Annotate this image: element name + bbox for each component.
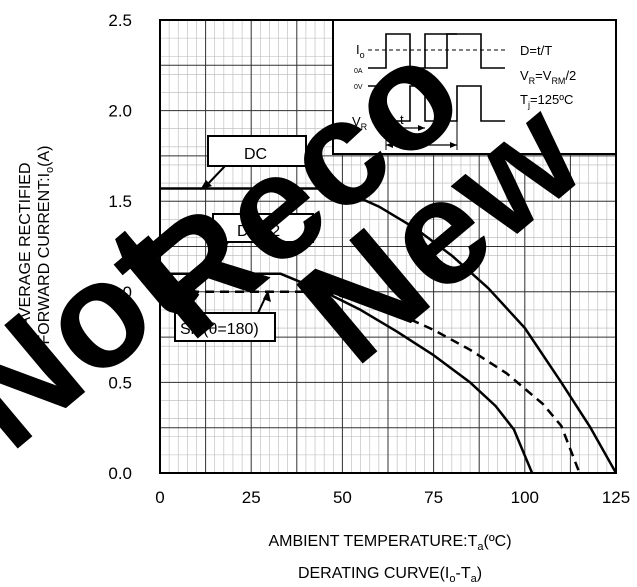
inset-tj-formula: Tj=125ºC bbox=[520, 92, 573, 110]
y-axis-title-line1: AVERAGE RECTIFIED bbox=[17, 162, 34, 327]
x-axis-title: AMBIENT TEMPERATURE:Ta(ºC) bbox=[268, 533, 511, 553]
series-layer bbox=[160, 187, 616, 473]
inset-period-label: T bbox=[430, 129, 438, 144]
y-axis-title-line2: FORWARD CURRENT:Io(A) bbox=[36, 145, 56, 344]
half-duty-label-callout: D=1/2 bbox=[205, 213, 314, 271]
x-tick-label: 50 bbox=[333, 488, 352, 507]
x-tick-label: 25 bbox=[242, 488, 261, 507]
y-tick-label: 0.5 bbox=[108, 373, 132, 392]
y-tick-label: 0.0 bbox=[108, 464, 132, 483]
x-tick-label: 75 bbox=[424, 488, 443, 507]
chart-caption: DERATING CURVE(Io-Ta) bbox=[298, 565, 482, 585]
y-axis-ticks: 0.0 0.5 1.0 1.5 2.0 2.5 bbox=[108, 11, 132, 483]
inset-zero-v-label: 0V bbox=[354, 84, 363, 91]
inset-waveform-legend: Io 0A 0V VR t T D=t/T VR=VRM/2 Tj=125ºC bbox=[332, 19, 617, 155]
inset-duty-formula: D=t/T bbox=[520, 43, 552, 58]
x-axis-ticks: 0 25 50 75 100 125 bbox=[155, 488, 630, 507]
sine-label-callout: Sin(θ=180) bbox=[174, 290, 276, 342]
y-tick-label: 2.0 bbox=[108, 102, 132, 121]
sine-series-label: Sin(θ=180) bbox=[180, 321, 259, 338]
inset-io-label: Io bbox=[356, 42, 365, 60]
x-tick-label: 125 bbox=[602, 488, 630, 507]
y-tick-label: 1.0 bbox=[108, 283, 132, 302]
dc-series-label: DC bbox=[244, 146, 267, 163]
series-line-2 bbox=[160, 290, 581, 473]
inset-t-label: t bbox=[400, 112, 404, 127]
inset-zero-a-label: 0A bbox=[354, 68, 363, 75]
y-tick-label: 1.5 bbox=[108, 192, 132, 211]
series-line-0 bbox=[160, 187, 616, 473]
half-duty-series-label: D=1/2 bbox=[237, 223, 280, 240]
y-tick-label: 2.5 bbox=[108, 11, 132, 30]
x-tick-label: 0 bbox=[155, 488, 164, 507]
series-line-1 bbox=[160, 272, 534, 473]
dc-label-callout: DC bbox=[200, 135, 307, 190]
y-axis-title: AVERAGE RECTIFIED FORWARD CURRENT:Io(A) bbox=[17, 145, 56, 344]
x-tick-label: 100 bbox=[511, 488, 539, 507]
